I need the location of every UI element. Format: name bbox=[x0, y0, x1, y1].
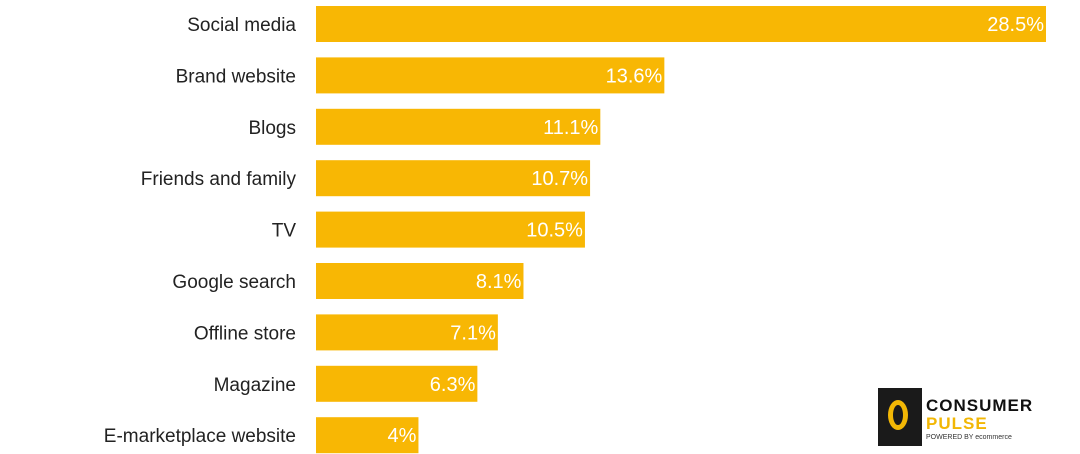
value-label-e-marketplace-website: 4% bbox=[388, 425, 417, 447]
category-label-magazine: Magazine bbox=[214, 375, 296, 396]
logo-mark-icon bbox=[888, 400, 908, 430]
value-label-tv: 10.5% bbox=[526, 220, 583, 242]
category-label-tv: TV bbox=[272, 221, 297, 242]
bar-blogs bbox=[316, 108, 601, 145]
category-label-blogs: Blogs bbox=[248, 118, 296, 139]
category-label-e-marketplace-website: E-marketplace website bbox=[104, 426, 296, 447]
value-label-google-search: 8.1% bbox=[476, 271, 522, 293]
value-label-brand-website: 13.6% bbox=[606, 65, 663, 87]
category-label-social-media: Social media bbox=[187, 15, 296, 36]
value-label-social-media: 28.5% bbox=[987, 14, 1044, 36]
bar-google-search bbox=[316, 263, 524, 299]
bar-tv bbox=[316, 211, 585, 248]
watermark-sub: PULSE bbox=[926, 414, 988, 433]
bar-offline-store bbox=[316, 314, 498, 351]
consumer-pulse-watermark: CONSUMER PULSE POWERED BY ecommerce bbox=[868, 382, 1080, 450]
bar-brand-website bbox=[316, 57, 665, 94]
watermark-brand: CONSUMER bbox=[926, 396, 1034, 415]
bar-social-media bbox=[316, 6, 1046, 42]
category-label-brand-website: Brand website bbox=[176, 66, 296, 87]
category-label-google-search: Google search bbox=[172, 272, 296, 293]
value-label-blogs: 11.1% bbox=[543, 117, 598, 139]
category-label-friends-and-family: Friends and family bbox=[141, 169, 297, 190]
value-label-magazine: 6.3% bbox=[430, 374, 476, 396]
bar-friends-and-family bbox=[316, 160, 591, 197]
value-label-offline-store: 7.1% bbox=[450, 322, 496, 344]
bar-e-marketplace-website bbox=[316, 417, 419, 454]
consumer-pulse-logo-icon bbox=[878, 388, 922, 446]
watermark-powered: POWERED BY ecommerce bbox=[926, 434, 1012, 441]
bar-magazine bbox=[316, 365, 478, 402]
category-label-offline-store: Offline store bbox=[194, 323, 296, 344]
value-label-friends-and-family: 10.7% bbox=[531, 168, 588, 190]
